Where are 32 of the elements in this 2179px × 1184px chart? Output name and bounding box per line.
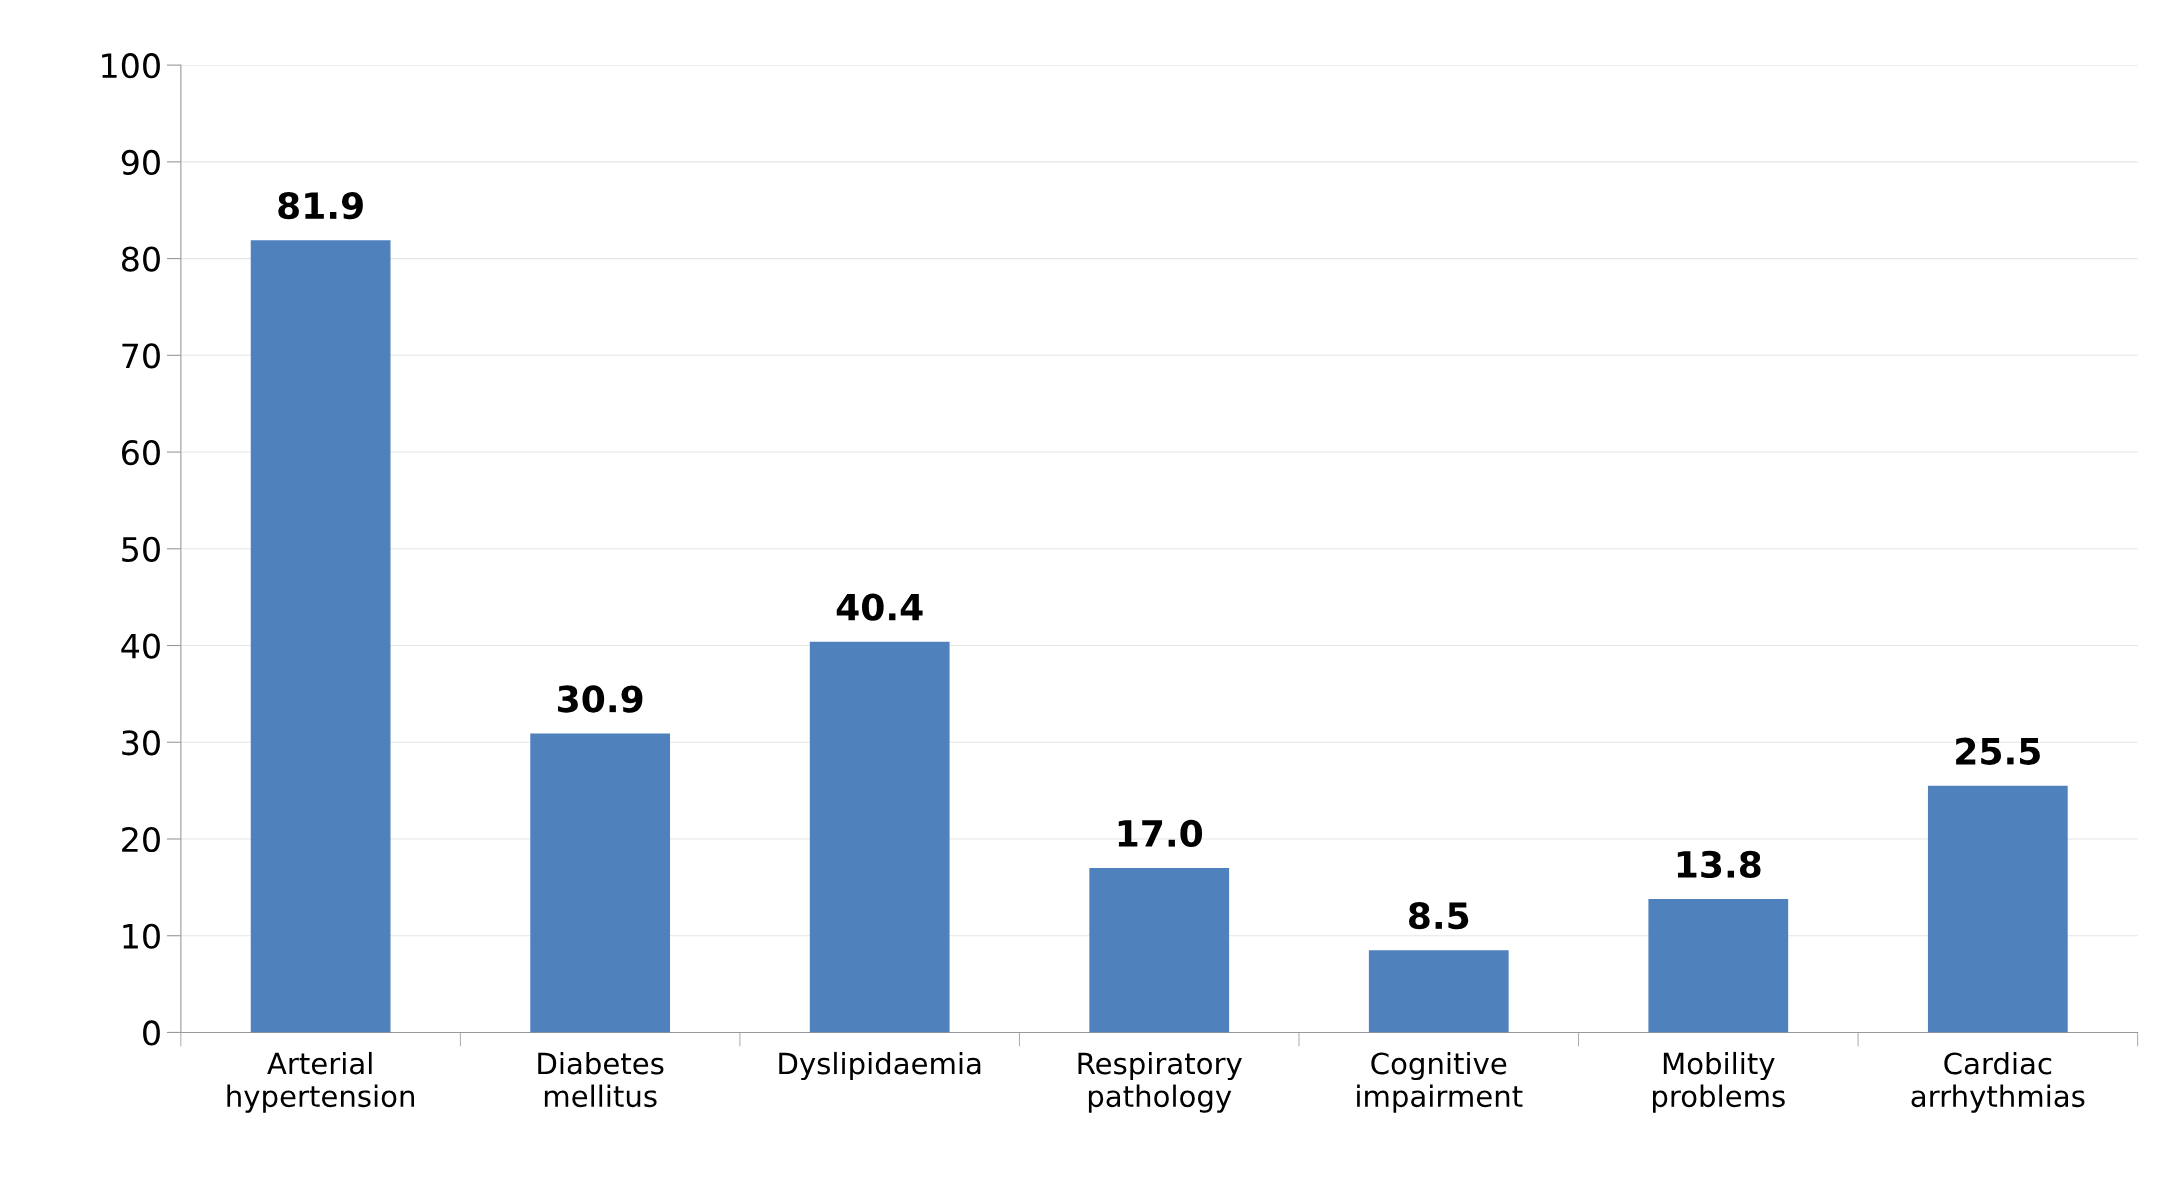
bar	[1089, 868, 1230, 1033]
bar	[809, 641, 950, 1033]
data-label: 8.5	[1408, 902, 1469, 930]
bar	[1927, 785, 2068, 1033]
y-tick-label: 90	[121, 149, 160, 175]
data-label: 25.5	[1956, 737, 2040, 765]
y-tick-label: 10	[123, 923, 160, 949]
y-tick-label: 40	[121, 633, 160, 659]
x-tick-label: Respiratory pathology	[1078, 1051, 1242, 1113]
y-tick-label: 100	[102, 53, 160, 79]
x-tick-label: Cardiac arrhythmias	[1911, 1051, 2085, 1113]
x-tick-label: Cognitive impairment	[1357, 1051, 1523, 1113]
data-label: 17.0	[1118, 819, 1203, 848]
data-label: 30.9	[558, 685, 643, 713]
y-tick-label: 20	[122, 826, 160, 853]
data-label: 40.4	[836, 593, 923, 621]
y-tick-label: 30	[122, 730, 160, 756]
bar	[1368, 950, 1509, 1033]
y-tick-label: 0	[143, 1020, 160, 1046]
x-tick-label: Mobility problems	[1653, 1051, 1785, 1113]
x-tick-label: Arterial hypertension	[227, 1051, 414, 1113]
bar	[250, 240, 391, 1033]
bar	[530, 733, 671, 1033]
x-tick-label: Dyslipidaemia	[779, 1051, 981, 1081]
x-tick-label: Diabetes mellitus	[538, 1051, 664, 1108]
y-tick-label: 50	[122, 536, 160, 562]
data-label: 13.8	[1677, 850, 1761, 879]
bar	[1648, 898, 1789, 1033]
y-tick-label: 60	[122, 439, 160, 466]
data-label: 81.9	[278, 192, 363, 220]
y-tick-label: 70	[122, 343, 160, 369]
y-tick-label: 80	[121, 246, 160, 272]
